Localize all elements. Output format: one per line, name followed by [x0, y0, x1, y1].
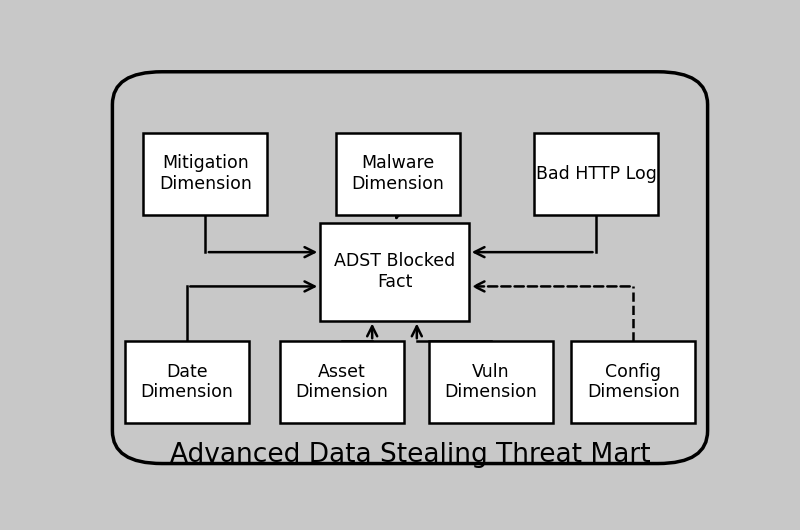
Text: Vuln
Dimension: Vuln Dimension	[444, 363, 537, 401]
FancyBboxPatch shape	[336, 133, 459, 215]
FancyBboxPatch shape	[112, 72, 708, 464]
FancyBboxPatch shape	[571, 341, 695, 423]
Text: Config
Dimension: Config Dimension	[586, 363, 680, 401]
Text: Bad HTTP Log: Bad HTTP Log	[535, 165, 657, 183]
FancyBboxPatch shape	[125, 341, 249, 423]
FancyBboxPatch shape	[320, 223, 469, 321]
Text: Mitigation
Dimension: Mitigation Dimension	[159, 154, 252, 193]
Text: Advanced Data Stealing Threat Mart: Advanced Data Stealing Threat Mart	[170, 443, 650, 469]
FancyBboxPatch shape	[280, 341, 404, 423]
FancyBboxPatch shape	[534, 133, 658, 215]
Text: Malware
Dimension: Malware Dimension	[351, 154, 444, 193]
Text: ADST Blocked
Fact: ADST Blocked Fact	[334, 252, 455, 291]
Text: Asset
Dimension: Asset Dimension	[295, 363, 388, 401]
FancyBboxPatch shape	[429, 341, 553, 423]
Text: Date
Dimension: Date Dimension	[140, 363, 234, 401]
FancyBboxPatch shape	[143, 133, 267, 215]
